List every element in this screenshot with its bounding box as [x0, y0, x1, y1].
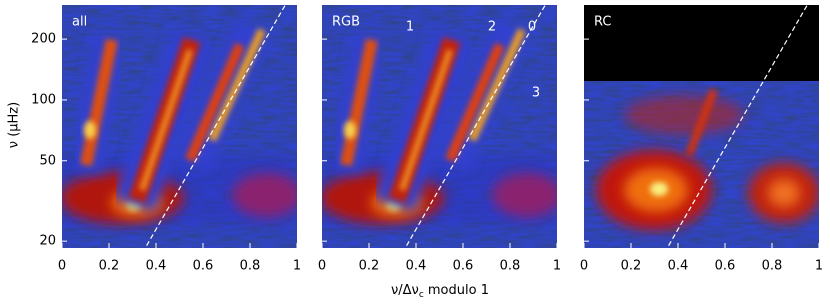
x-tick-label: 0.6 — [715, 259, 736, 274]
reference-line — [146, 5, 286, 246]
x-tick-label: 0.2 — [359, 259, 380, 274]
x-axis-label: ν/Δνc modulo 1 — [391, 283, 489, 300]
x-tick-label: 0.2 — [621, 259, 642, 274]
x-tick-label: 0 — [58, 259, 66, 274]
reference-line — [668, 5, 808, 246]
y-tick-label: 20 — [39, 234, 56, 249]
panel: RGB 1 2 0 3 0 0.2 0.4 0.6 0.8 1 — [318, 5, 562, 274]
x-tick-label: 0.8 — [240, 259, 261, 274]
x-label-main: ν/Δν — [391, 283, 419, 298]
y-axis-label: ν (μHz) — [7, 102, 22, 148]
mode-label: 1 — [406, 20, 414, 35]
y-tick-label: 100 — [31, 92, 56, 107]
panel-label: RC — [594, 15, 611, 30]
panel-label: all — [72, 15, 87, 30]
x-tick-label: 0 — [580, 259, 588, 274]
heatmap-image — [320, 5, 562, 248]
x-tick-label: 0.2 — [99, 259, 120, 274]
panel: RC 0 0.2 0.4 0.6 0.8 1 — [580, 5, 823, 274]
panel-label: RGB — [332, 15, 360, 30]
mode-label: 3 — [532, 86, 540, 101]
x-tick-label: 1 — [815, 259, 823, 274]
x-tick-label: 0.8 — [762, 259, 783, 274]
x-tick-label: 0 — [318, 259, 326, 274]
panel: all 0 0.2 0.4 0.6 0.8 1 20 50 100 200 — [31, 5, 302, 274]
x-tick-label: 0.6 — [453, 259, 474, 274]
mode-label: 2 — [488, 20, 496, 35]
heatmap-image — [584, 5, 820, 248]
x-tick-label: 0.6 — [193, 259, 214, 274]
x-tick-label: 1 — [553, 259, 561, 274]
mode-label: 0 — [528, 20, 536, 35]
x-label-rest: modulo 1 — [424, 283, 489, 298]
reference-line — [406, 5, 546, 246]
x-tick-label: 0.4 — [146, 259, 167, 274]
x-tick-label: 0.4 — [668, 259, 689, 274]
x-label-sub: c — [419, 290, 424, 300]
y-tick-label: 50 — [39, 153, 56, 168]
heatmap-image — [60, 5, 302, 248]
x-tick-label: 0.8 — [500, 259, 521, 274]
y-tick-label: 200 — [31, 32, 56, 47]
x-tick-label: 1 — [293, 259, 301, 274]
x-tick-label: 0.4 — [406, 259, 427, 274]
